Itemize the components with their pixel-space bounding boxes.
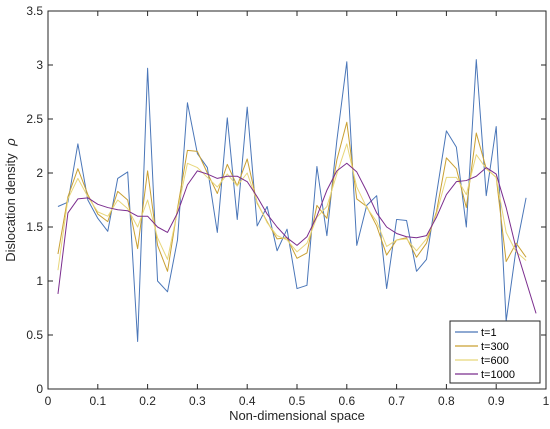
x-tick-label: 0.4 <box>239 394 256 408</box>
x-axis-label: Non-dimensional space <box>229 408 365 423</box>
y-axis-label-symbol: ρ <box>3 138 18 147</box>
x-tick-label: 0.2 <box>139 394 156 408</box>
y-tick-label: 3 <box>36 58 43 72</box>
y-tick-label: 0.5 <box>26 328 43 342</box>
legend: t=1 t=300 t=600 t=1000 <box>449 320 541 384</box>
legend-label: t=1 <box>481 327 497 339</box>
series-line-4 <box>57 162 537 314</box>
series-line-3 <box>57 143 527 271</box>
y-axis-label: Dislocation density ρ <box>3 138 18 262</box>
x-tick-label: 0.6 <box>338 394 355 408</box>
y-tick-label: 0 <box>36 382 43 396</box>
y-axis-label-text: Dislocation density <box>3 153 18 262</box>
legend-box <box>449 320 541 384</box>
x-tick-label: 1 <box>543 394 550 408</box>
tick-layer: 0 0.1 0.2 0.3 0.4 0.5 0.6 0.7 0.8 0.9 1 0 0.5 1 1.5 2 2.… <box>26 4 549 408</box>
series-layer <box>57 59 537 342</box>
x-tick-label: 0.1 <box>89 394 106 408</box>
x-tick-label: 0.5 <box>289 394 306 408</box>
y-tick-label: 2.5 <box>26 112 43 126</box>
legend-label: t=600 <box>481 355 509 367</box>
series-line-2 <box>57 121 527 272</box>
x-tick-label: 0.8 <box>438 394 455 408</box>
legend-label: t=300 <box>481 341 509 353</box>
legend-label: t=1000 <box>481 369 515 381</box>
y-tick-label: 1.5 <box>26 220 43 234</box>
x-tick-label: 0 <box>45 394 52 408</box>
series-line-1 <box>57 59 527 342</box>
x-tick-label: 0.9 <box>488 394 505 408</box>
x-tick-label: 0.7 <box>388 394 405 408</box>
y-tick-label: 1 <box>36 274 43 288</box>
y-tick-label: 2 <box>36 166 43 180</box>
x-tick-label: 0.3 <box>189 394 206 408</box>
y-tick-label: 3.5 <box>26 4 43 18</box>
